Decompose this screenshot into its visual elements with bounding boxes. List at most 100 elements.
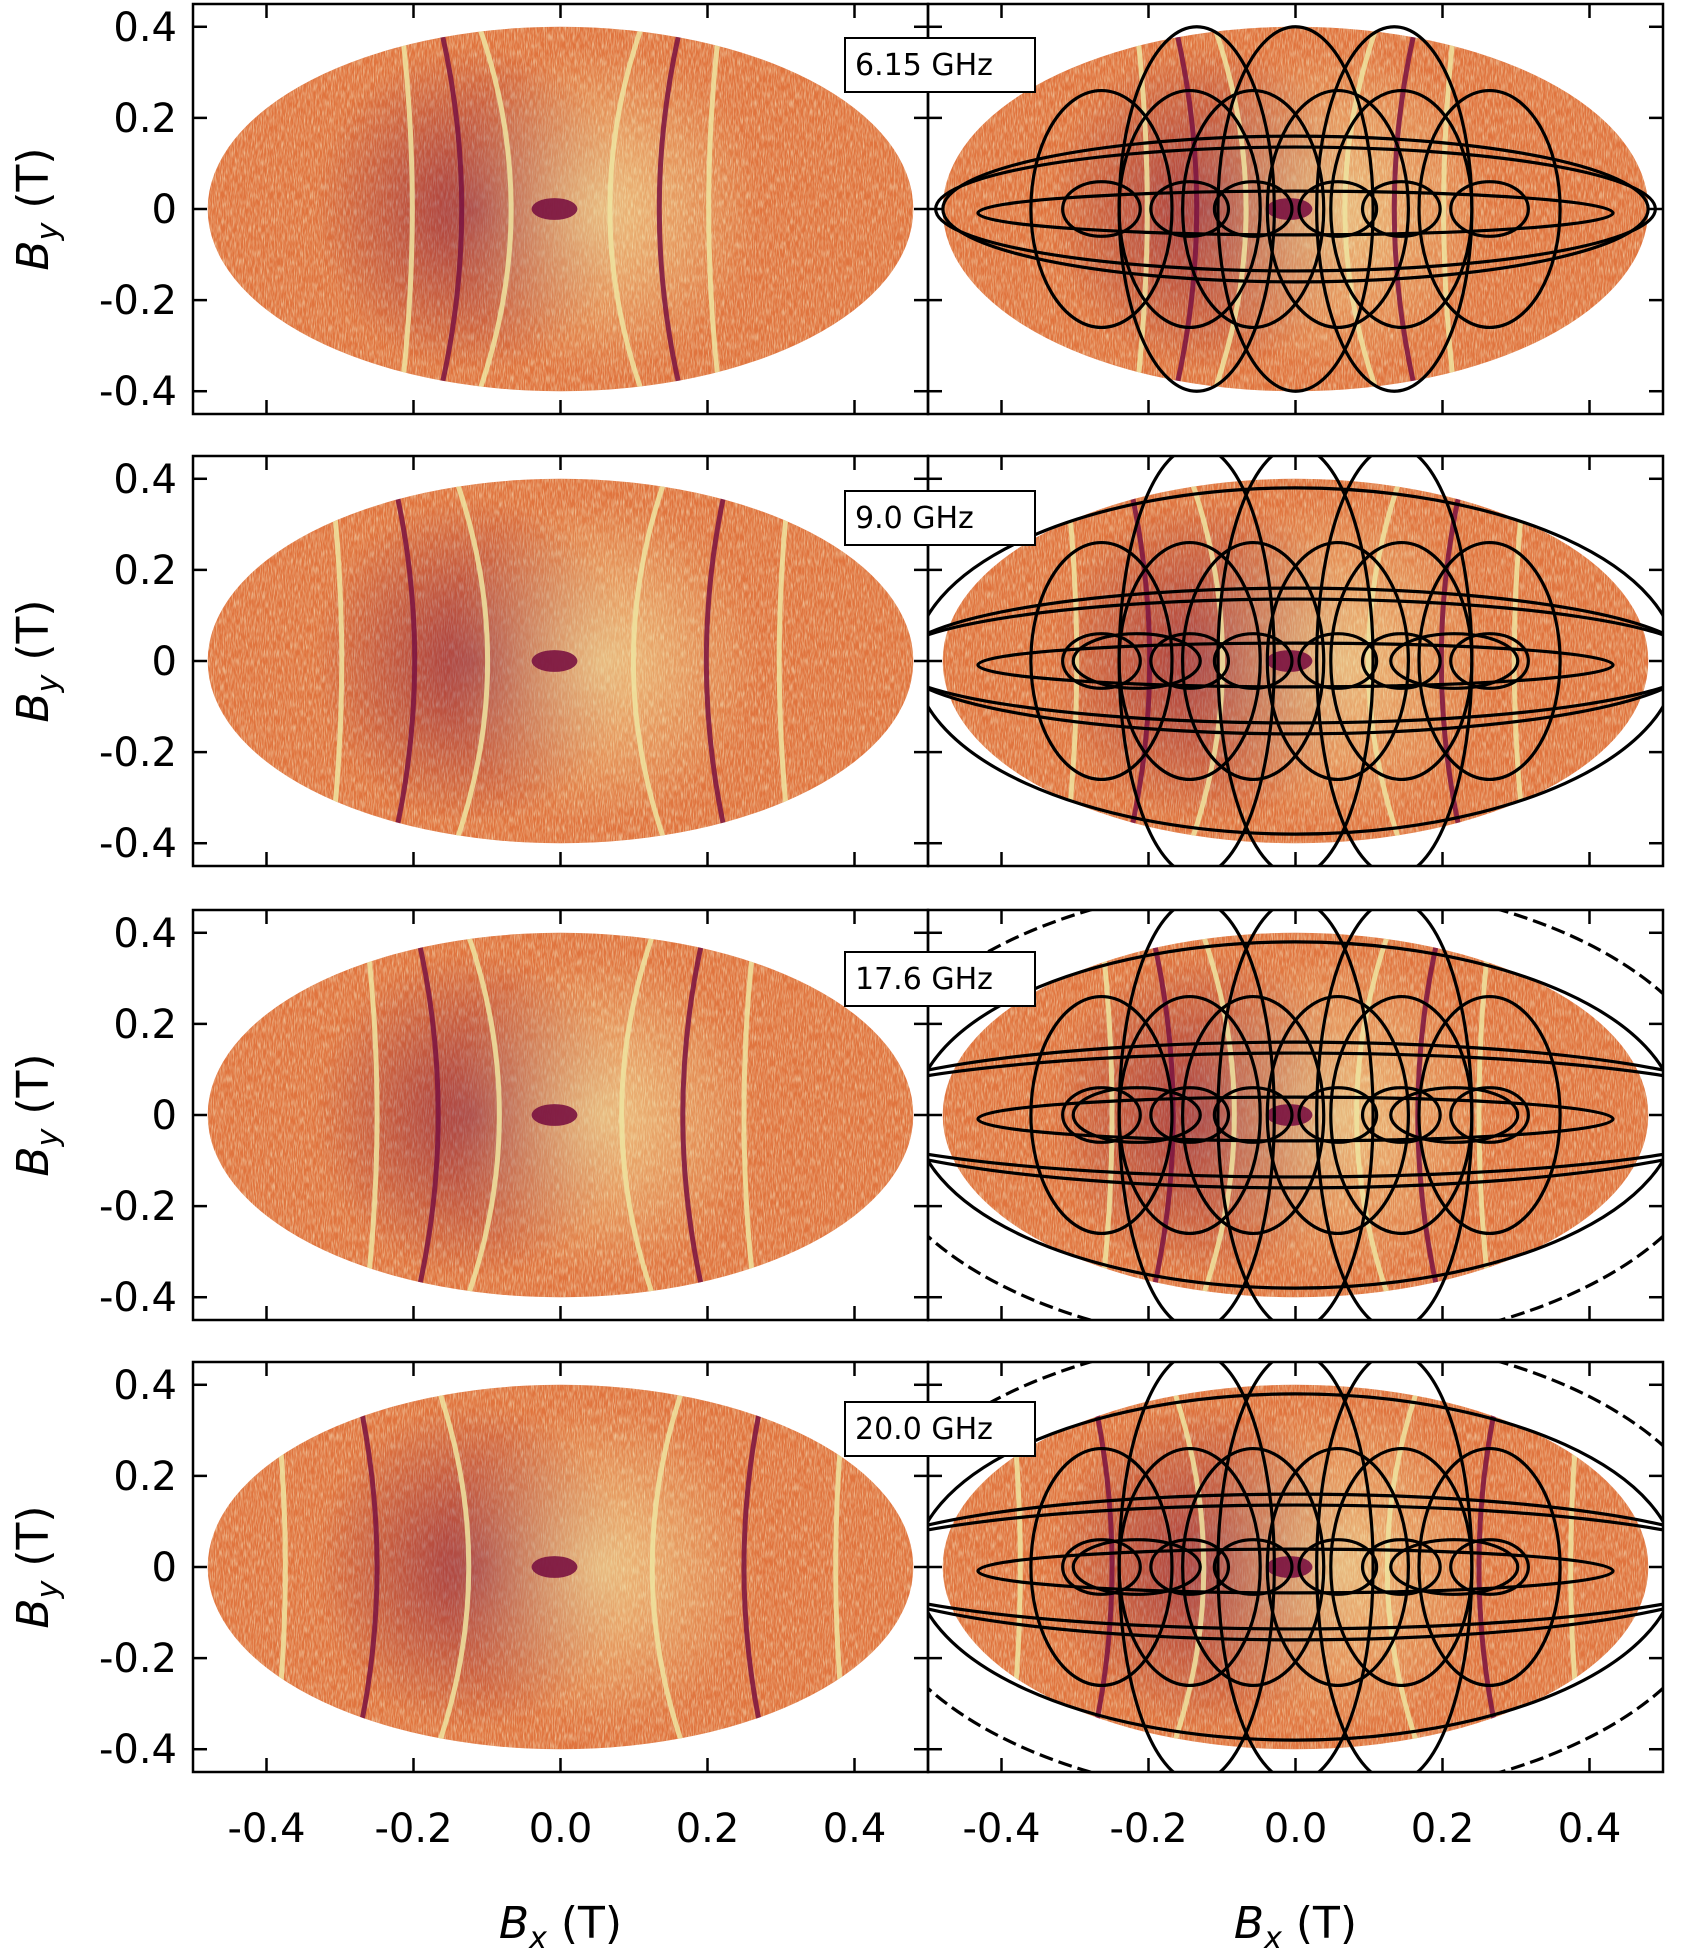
overlay-ellipse (928, 940, 1663, 1290)
overlay-small (1061, 1538, 1142, 1596)
mode-curve (1476, 932, 1493, 1298)
overlay-vertical (1216, 25, 1375, 393)
overlay-curves (928, 456, 1663, 866)
mode-curve (414, 932, 441, 1298)
overlay-vertical (1216, 456, 1375, 866)
overlay-curves (928, 910, 1663, 1320)
y-tick-label: 0.2 (113, 548, 177, 594)
overlay-vertical (1315, 910, 1474, 1320)
x-tick-label: -0.4 (227, 1806, 305, 1852)
y-tick-label: 0.2 (113, 96, 177, 142)
mode-curve (363, 932, 380, 1298)
x-tick-label: 0.4 (1558, 1806, 1622, 1852)
chart-panel-1: 6.15 GHz (844, 2, 1665, 416)
chart-panel-7: -0.4 -0.2 0.0 0.2 0.4 20.0 GHz (844, 1360, 1665, 1852)
overlay-vertical (1315, 456, 1474, 866)
y-tick-label: -0.4 (99, 1727, 177, 1773)
overlay-lobe (1181, 1446, 1326, 1688)
overlay-ellipse (928, 1051, 1663, 1179)
overlay-ellipse (928, 486, 1663, 836)
axis-ticks (193, 456, 928, 866)
overlay-lobe (1265, 88, 1410, 330)
field-shade-light (444, 497, 762, 825)
frequency-label: 20.0 GHz (855, 1412, 993, 1447)
overlay-small (1449, 1538, 1530, 1596)
overlay-ellipse (928, 1040, 1663, 1190)
mode-curve (434, 1384, 472, 1750)
axis-ticks (193, 910, 928, 1320)
overlay-small (1360, 180, 1442, 238)
mode-curve (741, 1384, 768, 1750)
overlay-ellipse (928, 597, 1663, 725)
overlay-ellipse (976, 189, 1615, 237)
overlay-lobe (1029, 1446, 1174, 1688)
mode-curve (353, 1384, 380, 1750)
overlay-small (1297, 632, 1379, 690)
overlay-vertical (1117, 456, 1276, 866)
overlay-ellipse (976, 1095, 1615, 1143)
overlay-ellipse (928, 1392, 1663, 1742)
field-shade-light (444, 951, 762, 1279)
y-tick-label: -0.4 (99, 1275, 177, 1321)
mode-curve (630, 478, 668, 844)
chart-panel-2: 0.4 0.2 0 -0.2 -0.4 (99, 454, 930, 868)
field-texture (942, 1384, 1649, 1750)
mode-curve (399, 26, 415, 392)
mode-curve (741, 932, 758, 1298)
overlay-small (1212, 632, 1294, 690)
overlay-small (1071, 632, 1202, 690)
mode-curve (1476, 1384, 1503, 1750)
field-shade-light (444, 1403, 762, 1731)
frequency-box-bg (844, 1401, 1036, 1457)
mode-curve (776, 478, 793, 844)
frequency-box-bg (844, 37, 1036, 93)
overlay-small (1449, 1086, 1530, 1144)
y-tick-label: 0 (152, 1093, 177, 1139)
overlay-lobe (1265, 994, 1410, 1236)
y-axis-title: By (T) (8, 147, 66, 270)
chart-panel-3: 9.0 GHz (844, 454, 1665, 868)
frequency-box-bg (844, 951, 1036, 1007)
mode-curve (465, 932, 502, 1298)
overlay-lobe (1029, 540, 1174, 782)
mode-curve (1384, 1384, 1422, 1750)
overlay-ellipse (928, 1492, 1663, 1642)
mode-curve (1098, 932, 1115, 1298)
overlay-vertical (1315, 25, 1474, 393)
mode-curve (1188, 478, 1226, 844)
field-shade-light (1179, 951, 1497, 1279)
overlay-vertical (1216, 1362, 1375, 1772)
x-axis-title: Bx (T) (499, 1898, 622, 1955)
mode-curve (1342, 26, 1380, 392)
frequency-box: 9.0 GHz (844, 490, 1036, 546)
plot-area (207, 26, 914, 392)
overlay-lobe (1417, 540, 1562, 782)
overlay-ellipse (928, 1503, 1663, 1631)
overlay-small (1297, 180, 1379, 238)
y-tick-label: -0.2 (99, 730, 177, 776)
plot-area (928, 910, 1663, 1320)
overlay-vertical (1117, 910, 1276, 1320)
mode-curve (1441, 26, 1457, 392)
overlay-small (1212, 1538, 1294, 1596)
frequency-label: 9.0 GHz (855, 501, 974, 536)
axis-ticks (928, 1362, 1663, 1772)
mode-curve (1169, 1384, 1207, 1750)
overlay-lobe (1029, 88, 1174, 330)
mode-curve (438, 26, 465, 392)
axis-ticks (928, 4, 1663, 414)
y-tick-label: 0 (152, 187, 177, 233)
overlay-lobe (1029, 994, 1174, 1236)
mode-curve (1063, 478, 1080, 844)
x-tick-label: 0.2 (676, 1806, 740, 1852)
mode-curve (703, 478, 730, 844)
axis-ticks (928, 456, 1663, 866)
overlay-lobe (1181, 994, 1326, 1236)
overlay-vertical (1117, 25, 1276, 393)
overlay-lobe (1181, 88, 1326, 330)
y-tick-label: 0.4 (113, 1363, 177, 1409)
overlay-curves (928, 1362, 1663, 1772)
overlay-small (1297, 1086, 1379, 1144)
overlay-small (1212, 180, 1294, 238)
